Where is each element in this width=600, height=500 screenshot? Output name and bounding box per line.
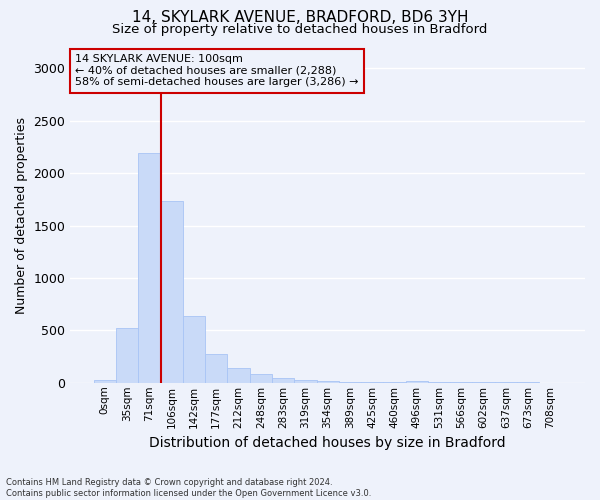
Bar (339, 382, 361, 383)
Bar (406, 381, 428, 383)
Bar (294, 380, 317, 383)
Text: 14 SKYLARK AVENUE: 100sqm
← 40% of detached houses are smaller (2,288)
58% of se: 14 SKYLARK AVENUE: 100sqm ← 40% of detac… (76, 54, 359, 88)
Bar (116, 328, 138, 383)
Bar (205, 354, 227, 383)
Bar (383, 382, 406, 383)
Bar (161, 201, 183, 383)
Bar (361, 382, 383, 383)
Bar (428, 382, 450, 383)
Text: Size of property relative to detached houses in Bradford: Size of property relative to detached ho… (112, 22, 488, 36)
Bar (517, 382, 539, 383)
Text: Contains HM Land Registry data © Crown copyright and database right 2024.
Contai: Contains HM Land Registry data © Crown c… (6, 478, 371, 498)
Bar (227, 368, 250, 383)
Bar (272, 378, 294, 383)
Bar (138, 153, 161, 383)
Bar (94, 380, 116, 383)
Bar (472, 382, 495, 383)
X-axis label: Distribution of detached houses by size in Bradford: Distribution of detached houses by size … (149, 436, 506, 450)
Bar (183, 316, 205, 383)
Bar (250, 374, 272, 383)
Y-axis label: Number of detached properties: Number of detached properties (15, 116, 28, 314)
Text: 14, SKYLARK AVENUE, BRADFORD, BD6 3YH: 14, SKYLARK AVENUE, BRADFORD, BD6 3YH (132, 10, 468, 25)
Bar (450, 382, 472, 383)
Bar (317, 380, 339, 383)
Bar (495, 382, 517, 383)
